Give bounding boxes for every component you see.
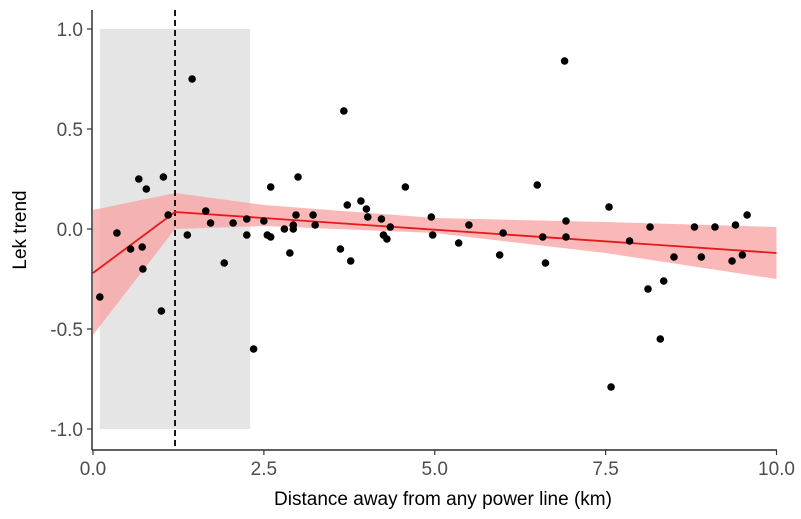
data-point-15 xyxy=(229,219,237,227)
data-point-59 xyxy=(646,223,654,231)
data-point-53 xyxy=(562,217,570,225)
data-point-8 xyxy=(159,173,168,181)
y-axis-title: Lek trend xyxy=(10,190,31,269)
data-point-4 xyxy=(138,243,147,251)
data-point-11 xyxy=(188,75,196,83)
data-point-14 xyxy=(220,259,229,267)
plot-area xyxy=(92,10,777,450)
data-point-60 xyxy=(656,335,665,343)
x-axis-title: Distance away from any power line (km) xyxy=(274,489,612,510)
data-point-23 xyxy=(280,225,289,233)
data-point-46 xyxy=(465,221,473,229)
data-point-63 xyxy=(690,223,699,231)
fit-line xyxy=(92,211,777,274)
data-point-48 xyxy=(499,229,507,237)
data-point-33 xyxy=(343,201,352,209)
data-point-26 xyxy=(289,225,298,233)
y-tick-label-1: -0.5 xyxy=(50,320,83,341)
data-point-13 xyxy=(206,219,215,227)
data-point-61 xyxy=(659,277,668,285)
data-point-3 xyxy=(134,175,143,183)
data-point-1 xyxy=(113,229,121,237)
data-point-43 xyxy=(427,213,436,221)
data-point-55 xyxy=(605,203,613,211)
data-point-6 xyxy=(142,185,151,193)
data-point-42 xyxy=(401,183,410,191)
data-point-19 xyxy=(260,217,268,225)
x-tick-label-1: 2.5 xyxy=(251,459,277,480)
data-point-69 xyxy=(743,211,751,219)
data-point-12 xyxy=(201,207,210,215)
data-point-44 xyxy=(428,231,437,239)
data-point-41 xyxy=(386,223,395,231)
confidence-band xyxy=(93,193,777,335)
y-tick-label-3: 0.5 xyxy=(57,120,83,141)
x-tick-label-4: 10.0 xyxy=(758,459,795,480)
data-point-50 xyxy=(538,233,547,241)
data-point-7 xyxy=(157,307,166,315)
data-point-24 xyxy=(286,249,294,257)
data-point-68 xyxy=(738,251,747,259)
data-point-5 xyxy=(139,265,147,273)
data-point-40 xyxy=(383,235,391,243)
data-point-16 xyxy=(242,215,251,223)
data-point-27 xyxy=(292,211,300,219)
data-point-36 xyxy=(362,205,371,213)
data-point-31 xyxy=(336,245,345,253)
axes: 0.0 2.5 5.0 7.5 10.0 -1.0 -0.5 0.0 0.5 1.0 xyxy=(50,10,795,480)
data-point-21 xyxy=(266,183,275,191)
data-point-45 xyxy=(454,239,463,247)
data-point-65 xyxy=(711,223,719,231)
data-point-2 xyxy=(126,245,135,253)
data-point-22 xyxy=(266,233,275,241)
x-tick-label-2: 5.0 xyxy=(422,459,448,480)
data-point-32 xyxy=(340,107,348,115)
data-point-30 xyxy=(311,221,319,229)
y-tick-label-2: 0.0 xyxy=(57,220,83,241)
data-point-38 xyxy=(377,215,386,223)
data-point-9 xyxy=(164,211,172,219)
data-point-29 xyxy=(309,211,317,219)
data-point-64 xyxy=(697,253,706,261)
data-point-47 xyxy=(495,251,504,259)
data-point-0 xyxy=(96,293,104,301)
data-point-37 xyxy=(363,213,372,221)
data-point-10 xyxy=(183,231,192,239)
data-point-67 xyxy=(731,221,740,229)
data-point-54 xyxy=(562,233,570,241)
data-point-51 xyxy=(541,259,550,267)
y-tick-label-0: -1.0 xyxy=(50,420,83,441)
data-point-35 xyxy=(357,197,365,205)
data-point-52 xyxy=(560,57,569,65)
data-point-66 xyxy=(728,257,736,265)
data-point-34 xyxy=(346,257,355,265)
data-point-49 xyxy=(533,181,542,189)
data-point-58 xyxy=(644,285,652,293)
y-tick-label-4: 1.0 xyxy=(57,20,83,41)
data-point-18 xyxy=(249,345,258,353)
data-point-57 xyxy=(625,237,634,245)
data-point-62 xyxy=(670,253,678,261)
x-tick-label-0: 0.0 xyxy=(80,459,106,480)
data-point-56 xyxy=(607,383,615,391)
data-point-28 xyxy=(294,173,302,181)
x-tick-label-3: 7.5 xyxy=(592,459,618,480)
data-point-17 xyxy=(242,231,251,239)
